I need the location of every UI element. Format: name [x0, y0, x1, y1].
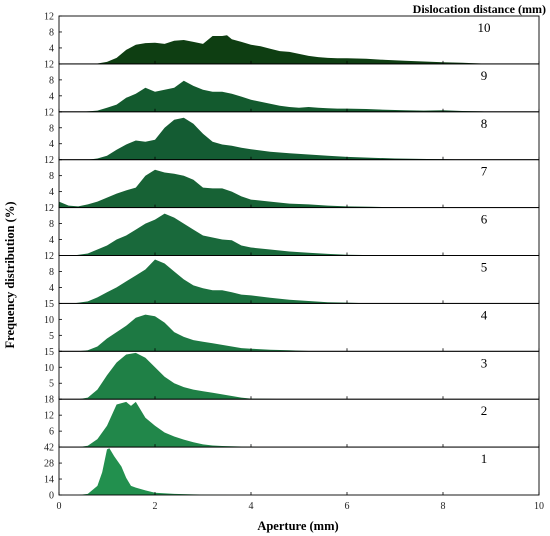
y-tick-label: 4 — [49, 91, 54, 102]
x-axis: 0 2 4 6 8 10 — [57, 501, 545, 512]
panel-5: 4 8 12 5 — [44, 251, 540, 304]
panel-label: 5 — [481, 260, 488, 275]
x-tick-label: 10 — [534, 501, 544, 512]
area-series-1 — [59, 448, 539, 495]
x-tick-label: 0 — [57, 501, 62, 512]
y-tick-label: 5 — [49, 331, 54, 342]
y-tick-label: 15 — [44, 347, 54, 358]
panel-10: 4 8 12 10 — [44, 12, 540, 65]
panel-label: 1 — [481, 451, 488, 466]
panel-label: 6 — [481, 212, 488, 227]
y-tick-label: 12 — [44, 107, 54, 118]
y-tick-label: 4 — [49, 43, 54, 54]
panel-8: 4 8 12 8 — [44, 107, 540, 161]
panel-label: 9 — [481, 68, 488, 83]
y-tick-label: 12 — [44, 59, 54, 70]
panel-label: 4 — [481, 307, 488, 322]
area-series-4 — [59, 314, 539, 352]
y-tick-label: 12 — [44, 203, 54, 214]
y-tick-label: 10 — [44, 315, 54, 326]
y-tick-label: 8 — [49, 27, 54, 38]
x-axis-title: Aperture (mm) — [257, 519, 338, 533]
y-tick-label: 28 — [44, 459, 54, 470]
y-tick-label: 4 — [49, 283, 54, 294]
panels-group: 4812104812948128481274812648125510154510… — [44, 12, 540, 502]
y-tick-label: 42 — [44, 443, 54, 454]
area-series-8 — [59, 117, 539, 160]
y-tick-label: 18 — [44, 395, 54, 406]
x-tick-label: 8 — [441, 501, 446, 512]
y-tick-label: 14 — [44, 475, 54, 486]
legend-title: Dislocation distance (mm) — [413, 2, 546, 16]
y-tick-label: 8 — [49, 75, 54, 86]
y-tick-label: 15 — [44, 299, 54, 310]
y-tick-label: 5 — [49, 379, 54, 390]
panel-3: 5 10 15 3 — [44, 347, 540, 400]
y-axis-title: Frequency distribution (%) — [3, 202, 17, 349]
y-tick-label: 12 — [44, 155, 54, 166]
area-series-6 — [59, 213, 539, 256]
panel-7: 4 8 12 7 — [44, 155, 540, 209]
y-tick-label: 8 — [49, 267, 54, 278]
y-tick-label: 0 — [49, 491, 54, 502]
panel-label: 7 — [481, 164, 488, 179]
panel-label: 3 — [481, 355, 488, 370]
panel-2: 6 12 18 2 — [44, 395, 540, 448]
area-series-3 — [59, 352, 539, 400]
y-tick-label: 6 — [49, 427, 54, 438]
x-tick-label: 2 — [153, 501, 158, 512]
x-tick-label: 6 — [345, 501, 350, 512]
y-tick-label: 10 — [44, 363, 54, 374]
panel-frame — [58, 446, 540, 496]
area-series-5 — [59, 259, 539, 304]
panel-label: 10 — [478, 20, 491, 35]
y-tick-label: 8 — [49, 171, 54, 182]
panel-4: 5 10 15 4 — [44, 299, 540, 352]
panel-9: 4 8 12 9 — [44, 59, 540, 113]
y-tick-label: 8 — [49, 219, 54, 230]
y-tick-label: 4 — [49, 187, 54, 198]
area-series-9 — [59, 80, 539, 112]
y-tick-label: 4 — [49, 235, 54, 246]
panel-1: 0 14 28 42 1 — [44, 443, 540, 502]
y-tick-label: 12 — [44, 12, 54, 23]
y-tick-label: 12 — [44, 251, 54, 262]
y-tick-label: 12 — [44, 411, 54, 422]
y-tick-label: 4 — [49, 139, 54, 150]
panel-label: 2 — [481, 403, 488, 418]
panel-6: 4 8 12 6 — [44, 203, 540, 256]
area-series-10 — [59, 35, 539, 64]
area-series-2 — [59, 401, 539, 448]
x-tick-label: 4 — [249, 501, 254, 512]
panel-label: 8 — [481, 116, 488, 131]
area-series-7 — [59, 169, 539, 208]
y-tick-label: 8 — [49, 123, 54, 134]
